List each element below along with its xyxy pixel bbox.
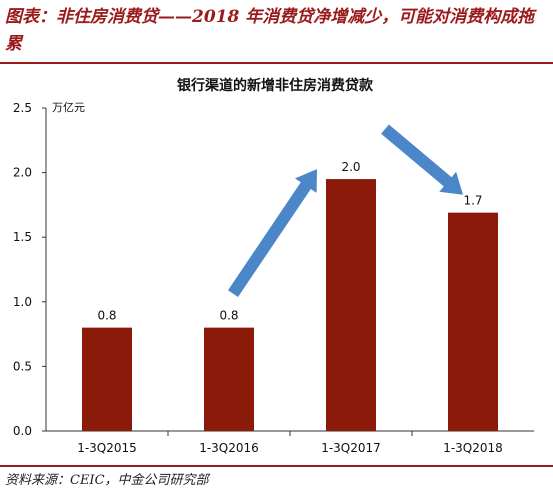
x-tick-label: 1-3Q2015 xyxy=(77,441,137,455)
bar-1-3Q2018 xyxy=(448,212,498,431)
bar-1-3Q2017 xyxy=(326,179,376,431)
decrease-arrow xyxy=(381,124,463,195)
y-tick-label: 2.5 xyxy=(13,101,32,115)
y-tick-label: 0.0 xyxy=(13,424,32,438)
x-tick-label: 1-3Q2016 xyxy=(199,441,259,455)
y-tick-label: 0.5 xyxy=(13,359,32,373)
data-label-1-3Q2017: 2.0 xyxy=(341,160,360,174)
top-rule xyxy=(0,62,553,64)
bar-1-3Q2016 xyxy=(204,327,254,431)
y-tick-label: 1.0 xyxy=(13,295,32,309)
increase-arrow xyxy=(228,169,317,297)
source-note: 资料来源：CEIC，中金公司研究部 xyxy=(5,473,209,488)
data-label-1-3Q2015: 0.8 xyxy=(97,309,116,323)
chart-title: 银行渠道的新增非住房消费贷款 xyxy=(177,77,374,94)
x-tick-label: 1-3Q2017 xyxy=(321,441,381,455)
x-tick-label: 1-3Q2018 xyxy=(443,441,503,455)
unit-label: 万亿元 xyxy=(52,101,85,114)
y-tick-label: 2.0 xyxy=(13,166,32,180)
data-label-1-3Q2016: 0.8 xyxy=(219,309,238,323)
bar-chart: 银行渠道的新增非住房消费贷款 万亿元 0.0 0.5 1.0 1.5 2.0 2.5 1-… xyxy=(13,77,534,455)
y-tick-label: 1.5 xyxy=(13,230,32,244)
bottom-rule xyxy=(0,465,553,467)
data-label-1-3Q2018: 1.7 xyxy=(463,194,482,208)
bar-1-3Q2015 xyxy=(82,327,132,431)
figure-title: 图表：非住房消费贷——2018 年消费贷净增减少，可能对消费构成拖累 xyxy=(5,7,535,54)
